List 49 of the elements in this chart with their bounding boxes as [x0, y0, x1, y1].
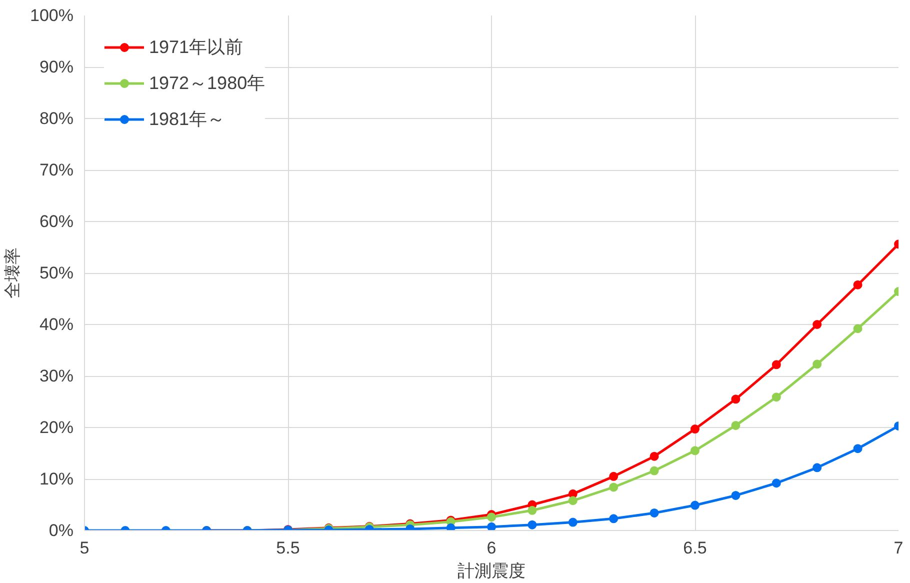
x-tick-label: 5: [80, 538, 90, 558]
y-tick-label: 90%: [39, 58, 74, 76]
point: [487, 522, 496, 530]
y-tick-label: 70%: [39, 160, 74, 180]
point: [487, 512, 496, 522]
y-tick-label: 20%: [39, 418, 74, 437]
point: [609, 472, 618, 481]
point: [650, 452, 659, 461]
point: [853, 444, 862, 454]
point: [690, 446, 700, 456]
point: [528, 520, 537, 530]
y-tick-label: 10%: [39, 470, 74, 488]
point: [568, 496, 578, 506]
point: [812, 320, 822, 329]
point: [528, 506, 537, 515]
y-tick-label: 50%: [39, 264, 74, 282]
x-tick-label: 5.5: [276, 538, 300, 558]
point: [853, 280, 862, 290]
x-tick-label: 7: [894, 538, 904, 558]
y-tick-label: 40%: [39, 315, 74, 334]
point: [650, 466, 659, 476]
point: [731, 394, 740, 404]
y-tick-label: 30%: [39, 366, 74, 386]
x-tick-label: 6: [486, 538, 496, 558]
y-tick-label: 100%: [30, 6, 74, 25]
point: [731, 490, 740, 500]
legend-label: 1981年～: [149, 108, 226, 131]
x-axis-title: 計測震度: [458, 562, 526, 580]
point: [731, 420, 740, 430]
point: [690, 424, 700, 434]
point: [853, 324, 862, 334]
y-tick-label: 0%: [48, 521, 74, 540]
legend-label: 1972～1980年: [149, 72, 266, 95]
point: [812, 463, 822, 472]
point: [650, 508, 659, 518]
point: [772, 392, 781, 402]
point: [609, 514, 618, 524]
point: [568, 518, 578, 527]
point: [812, 360, 822, 369]
point: [609, 482, 618, 492]
point: [690, 500, 700, 510]
point: [446, 523, 456, 530]
point: [772, 360, 781, 370]
y-tick-label: 80%: [39, 109, 74, 128]
y-axis-title: 全壊率: [3, 248, 22, 298]
legend-label: 1971年以前: [149, 36, 244, 59]
x-tick-label: 6.5: [683, 538, 707, 558]
point: [772, 478, 781, 488]
y-tick-label: 60%: [39, 212, 74, 231]
